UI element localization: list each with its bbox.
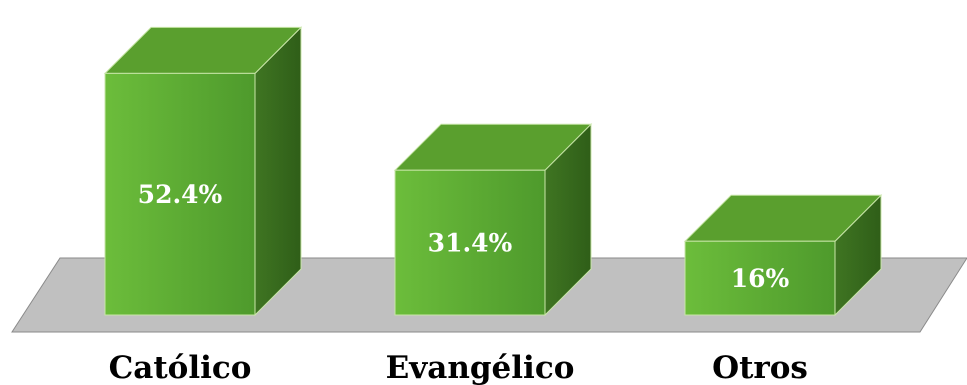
value-label-3: 16%	[731, 264, 790, 293]
value-label-1: 52.4%	[138, 180, 223, 209]
value-label-2: 31.4%	[428, 229, 513, 258]
category-label-2: Evangélico	[386, 350, 575, 385]
bar-3	[683, 194, 883, 317]
bar-side-face	[254, 26, 302, 317]
category-label-3: Otros	[712, 350, 808, 385]
bar-front-face	[684, 240, 836, 316]
bar-front-face	[394, 169, 546, 316]
bar-front-face	[104, 72, 256, 316]
bar-1	[103, 26, 303, 317]
category-label-1: Católico	[109, 350, 252, 385]
bar-2	[393, 122, 593, 317]
